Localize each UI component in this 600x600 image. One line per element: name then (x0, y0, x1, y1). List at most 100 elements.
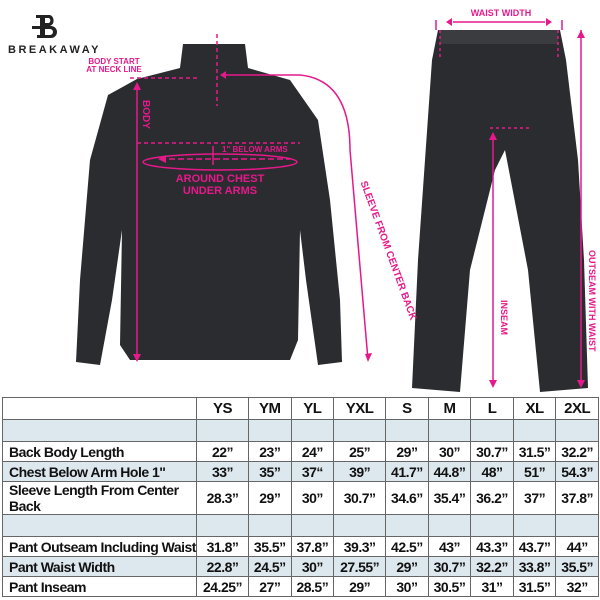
measurement-value: 31.8” (195, 536, 250, 557)
measurement-value: 41.7” (385, 461, 429, 482)
measurement-value: 24” (290, 441, 335, 462)
size-header: XL (512, 397, 557, 420)
size-header: YL (290, 397, 335, 420)
size-header: YXL (333, 397, 387, 420)
measurement-value: 32” (555, 576, 599, 597)
measurement-value: 51” (512, 461, 557, 482)
measurement-value: 27” (248, 576, 292, 597)
below-arms-label: 1" BELOW ARMS (222, 145, 288, 154)
table-row: Pant Outseam Including Waist 31.8” 35.5” 37… (2, 536, 599, 557)
measurement-value: 35.5” (555, 556, 599, 577)
measurement-value: 30.5” (427, 576, 472, 597)
measurement-label: Sleeve Length From Center Back (2, 481, 197, 515)
spacer-cell (427, 514, 472, 537)
body-label: BODY (140, 100, 151, 129)
measurement-value: 42.5” (385, 536, 429, 557)
spacer-cell (2, 514, 197, 537)
spacer-cell (512, 514, 557, 537)
size-header: S (385, 397, 429, 420)
measurement-value: 30.7” (470, 441, 514, 462)
inseam-label: INSEAM (499, 300, 509, 336)
measurement-value: 30” (427, 441, 472, 462)
measurement-value: 32.2” (555, 441, 599, 462)
table-row: Pant Waist Width 22.8” 24.5” 30” 27.55” 29” 30… (2, 556, 599, 577)
spacer-cell (333, 514, 387, 537)
measurement-value: 35.4” (427, 481, 472, 515)
measurement-value: 44.8” (427, 461, 472, 482)
measurement-value: 30” (385, 576, 429, 597)
measurement-value: 30.7” (333, 481, 387, 515)
measurement-value: 28.5” (290, 576, 335, 597)
measurement-value: 30.7” (427, 556, 472, 577)
size-header: YS (195, 397, 250, 420)
breakaway-logo-icon (32, 15, 57, 38)
measurement-value: 36.2” (470, 481, 514, 515)
spacer-cell (427, 419, 472, 442)
measurement-value: 43.7” (512, 536, 557, 557)
size-header: 2XL (555, 397, 599, 420)
size-header: L (470, 397, 514, 420)
spacer-cell (195, 514, 250, 537)
garment-illustration (32, 15, 588, 392)
spacer-cell (290, 514, 335, 537)
measurement-value: 31” (470, 576, 514, 597)
table-row: Sleeve Length From Center Back 28.3” 29” 30… (2, 481, 599, 515)
measurement-value: 30” (290, 481, 335, 515)
measurement-value: 35” (248, 461, 292, 482)
spacer-cell (555, 419, 599, 442)
spacer-cell (333, 419, 387, 442)
pants-waistband (440, 30, 558, 44)
size-header: YM (248, 397, 292, 420)
measurement-value: 23” (248, 441, 292, 462)
measurement-value: 48” (470, 461, 514, 482)
chest-label: AROUND CHEST UNDER ARMS (175, 173, 265, 197)
measurement-value: 39.3” (333, 536, 387, 557)
measurement-value: 29” (333, 576, 387, 597)
measurement-value: 37” (512, 481, 557, 515)
body-start-label: BODY START AT NECK LINE (86, 57, 142, 75)
measurement-value: 35.5” (248, 536, 292, 557)
measurement-value: 22.8” (195, 556, 250, 577)
spacer-cell (385, 419, 429, 442)
measurement-value: 34.6” (385, 481, 429, 515)
jacket-image (76, 44, 342, 365)
spacer-cell (470, 514, 514, 537)
spacer-row (2, 514, 599, 537)
spacer-row (2, 419, 599, 442)
spacer-cell (555, 514, 599, 537)
measurement-label: Chest Below Arm Hole 1" (2, 461, 197, 482)
spacer-cell (290, 419, 335, 442)
spacer-cell (385, 514, 429, 537)
pants-image (412, 30, 588, 392)
measurement-value: 31.5” (512, 576, 557, 597)
size-header-row: YS YM YL YXL S M L XL 2XL (2, 397, 599, 420)
measurement-value: 27.55” (333, 556, 387, 577)
measurement-value: 54.3” (555, 461, 599, 482)
measurement-value: 44” (555, 536, 599, 557)
spacer-cell (2, 419, 197, 442)
size-header: M (427, 397, 472, 420)
measurement-label: Pant Inseam (2, 576, 197, 597)
spacer-cell (195, 419, 250, 442)
measurement-value: 37“ (290, 461, 335, 482)
measurement-value: 29” (385, 556, 429, 577)
spacer-cell (512, 419, 557, 442)
corner-cell (2, 397, 197, 420)
spacer-cell (248, 514, 292, 537)
spacer-cell (248, 419, 292, 442)
table-row: Chest Below Arm Hole 1" 33” 35” 37“ 39” 41.7”… (2, 461, 599, 482)
measurement-label: Pant Outseam Including Waist (2, 536, 197, 557)
spacer-cell (470, 419, 514, 442)
table-row: Pant Inseam 24.25” 27” 28.5” 29” 30” 30.5” 31” 3… (2, 576, 599, 597)
measurement-value: 29” (248, 481, 292, 515)
measurement-value: 31.5” (512, 441, 557, 462)
measurement-value: 43” (427, 536, 472, 557)
measurement-value: 33.8” (512, 556, 557, 577)
measurement-value: 24.25” (195, 576, 250, 597)
measurement-value: 37.8” (555, 481, 599, 515)
measurement-value: 25” (333, 441, 387, 462)
measurement-value: 37.8” (290, 536, 335, 557)
measurement-value: 24.5” (248, 556, 292, 577)
measurement-value: 43.3” (470, 536, 514, 557)
outseam-label: OUTSEAM WITH WAIST (587, 250, 597, 352)
